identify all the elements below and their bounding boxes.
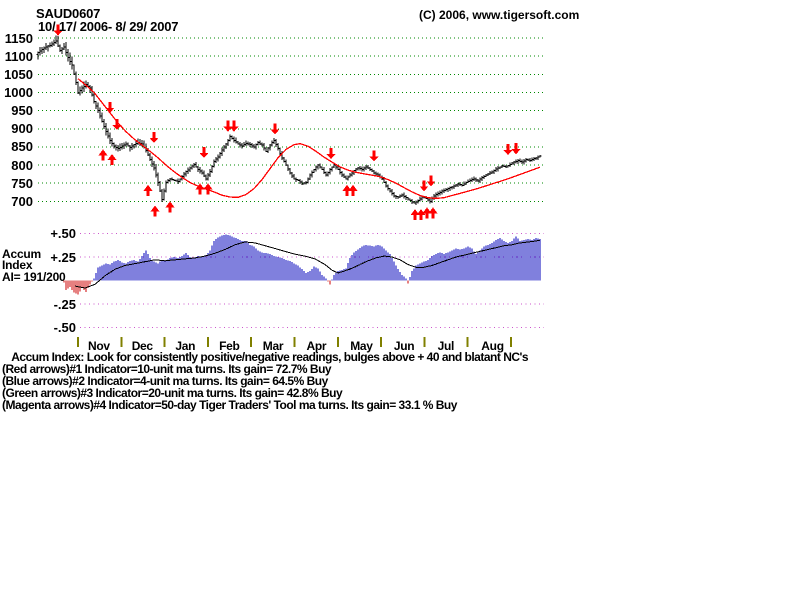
price-axis-label-850: 850 (11, 139, 33, 155)
signal-arrow-up (416, 209, 426, 221)
accum-axis-label--.25: -.25 (53, 296, 76, 312)
month-label-mar: Mar (262, 339, 284, 353)
price-gridlines (38, 37, 544, 202)
signal-arrow-down (270, 123, 280, 135)
ai-value: AI= 191/200 (2, 270, 66, 284)
signal-arrow-up (165, 201, 175, 213)
month-ticks (77, 337, 512, 347)
signal-arrow-down (426, 175, 436, 187)
month-label-dec: Dec (131, 339, 153, 353)
signal-arrow-down (326, 148, 336, 160)
signal-arrow-up (98, 149, 108, 161)
signal-arrow-up (422, 207, 432, 219)
price-axis-label-750: 750 (11, 175, 33, 191)
signal-arrow-down (223, 120, 233, 132)
signal-arrow-up (150, 205, 160, 217)
signal-arrow-up (195, 183, 205, 195)
signal-arrow-up (348, 184, 358, 196)
signal-arrow-down (149, 131, 159, 143)
accum-index-label-line1: Accum (2, 247, 42, 261)
month-label-jun: Jun (393, 339, 415, 353)
price-axis-label-700: 700 (11, 193, 33, 209)
signal-arrow-down (503, 144, 513, 156)
signal-arrow-down (53, 24, 63, 36)
footer-line-3: (Blue arrows)#2 Indicator=4-unit ma turn… (2, 374, 328, 388)
signal-arrow-down (419, 180, 429, 192)
signal-arrow-down (105, 101, 115, 113)
month-label-nov: Nov (88, 339, 110, 353)
accum-axis-label--.50: -.50 (53, 320, 76, 335)
price-axis-label-950: 950 (11, 103, 33, 119)
signal-arrow-down (112, 119, 122, 131)
footer-line-1: Accum Index: Look for consistently posit… (6, 350, 529, 364)
month-label-jan: Jan (175, 339, 196, 353)
accum-histogram (63, 234, 541, 295)
accum-axis-label-+.50: +.50 (50, 226, 76, 241)
copyright: (C) 2006, www.tigersoft.com (419, 8, 580, 22)
accum-axis-label-+.25: +.25 (50, 249, 76, 265)
date-range: 10/ 17/ 2006- 8/ 29/ 2007 (38, 19, 179, 34)
price-axis-label-800: 800 (11, 157, 33, 173)
signal-arrow-up (143, 184, 153, 196)
price-axis-label-1100: 1100 (4, 48, 33, 64)
month-label-aug: Aug (481, 339, 504, 353)
signal-arrow-up (428, 207, 438, 219)
signal-arrow-up (107, 154, 117, 166)
signal-arrow-down (369, 150, 379, 162)
signal-arrow-down (229, 120, 239, 132)
footer-line-2: (Red arrows)#1 Indicator=10-unit ma turn… (2, 362, 332, 376)
signal-arrow-up (342, 184, 352, 196)
month-label-may: May (350, 339, 373, 353)
month-label-jul: Jul (437, 339, 455, 353)
signal-arrows (53, 24, 521, 221)
month-label-feb: Feb (219, 339, 240, 353)
signal-arrow-down (511, 143, 521, 155)
signal-arrow-down (199, 146, 209, 158)
price-axis-label-900: 900 (11, 121, 33, 137)
accum-ma-line (74, 239, 541, 289)
price-axis-label-1000: 1000 (4, 84, 33, 100)
footer-line-5: (Magenta arrows)#4 Indicator=50-day Tige… (2, 398, 457, 412)
symbol-title: SAUD0607 (36, 6, 101, 21)
price-ma-line (77, 78, 541, 200)
signal-arrow-up (203, 183, 213, 195)
accum-gridlines (80, 233, 544, 328)
footer-line-4: (Green arrows)#3 Indicator=20-unit ma tu… (2, 386, 343, 400)
accum-index-label-line2: Index (2, 258, 33, 272)
price-axis-label-1050: 1050 (4, 66, 33, 82)
signal-arrow-up (410, 209, 420, 221)
month-label-apr: Apr (306, 339, 327, 353)
price-ohlc-bars (36, 35, 542, 205)
price-axis-label-1150: 1150 (4, 30, 33, 46)
